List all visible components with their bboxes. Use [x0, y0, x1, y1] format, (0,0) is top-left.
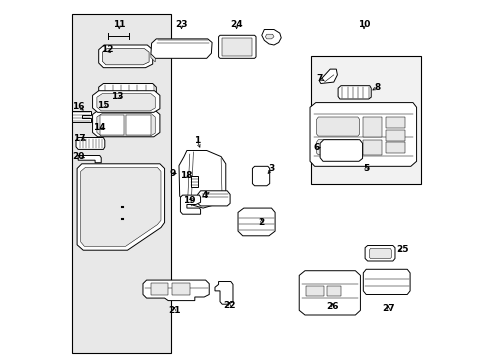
Polygon shape — [102, 49, 149, 65]
Text: 26: 26 — [326, 302, 338, 311]
Polygon shape — [368, 248, 390, 258]
Text: 22: 22 — [223, 301, 235, 310]
Polygon shape — [126, 115, 151, 135]
Text: 19: 19 — [183, 197, 196, 205]
Polygon shape — [299, 271, 360, 315]
Bar — [385, 117, 405, 128]
Text: 2: 2 — [258, 218, 264, 227]
Polygon shape — [215, 282, 232, 304]
Polygon shape — [337, 86, 370, 99]
Polygon shape — [261, 30, 281, 45]
Text: 13: 13 — [111, 92, 124, 101]
Polygon shape — [97, 113, 155, 136]
Polygon shape — [218, 35, 256, 58]
Text: 11: 11 — [113, 20, 125, 29]
Polygon shape — [365, 246, 394, 261]
Polygon shape — [252, 166, 269, 186]
Polygon shape — [265, 34, 273, 39]
Polygon shape — [179, 150, 225, 208]
Bar — [72, 14, 170, 353]
Bar — [306, 286, 323, 296]
Bar — [310, 56, 420, 184]
Text: 14: 14 — [93, 123, 106, 132]
Polygon shape — [142, 280, 209, 301]
Polygon shape — [309, 103, 416, 166]
Text: 5: 5 — [362, 164, 368, 173]
Polygon shape — [92, 110, 160, 137]
Bar — [172, 283, 189, 295]
Text: 9: 9 — [169, 169, 175, 178]
Polygon shape — [101, 115, 123, 135]
Polygon shape — [92, 91, 160, 112]
Bar — [362, 117, 382, 137]
Polygon shape — [151, 54, 155, 62]
Text: 16: 16 — [72, 102, 84, 111]
Text: 27: 27 — [382, 304, 394, 313]
Polygon shape — [191, 176, 198, 187]
Text: 10: 10 — [357, 20, 369, 29]
Text: 12: 12 — [101, 45, 113, 54]
Text: 3: 3 — [268, 164, 274, 173]
Text: 15: 15 — [97, 100, 109, 109]
Text: 25: 25 — [396, 245, 408, 253]
Text: 24: 24 — [230, 20, 243, 29]
Polygon shape — [77, 164, 164, 250]
Text: 8: 8 — [374, 83, 380, 91]
Polygon shape — [99, 45, 152, 68]
Text: 6: 6 — [313, 143, 319, 152]
Polygon shape — [108, 53, 118, 56]
Bar — [151, 283, 168, 295]
Bar — [385, 142, 405, 153]
Polygon shape — [110, 59, 115, 62]
Polygon shape — [319, 69, 337, 84]
Polygon shape — [78, 156, 101, 163]
Bar — [385, 130, 405, 141]
Text: 21: 21 — [168, 306, 180, 315]
Text: 20: 20 — [72, 152, 84, 161]
Polygon shape — [151, 39, 212, 58]
Text: 18: 18 — [180, 171, 192, 180]
Text: 17: 17 — [73, 134, 86, 143]
Polygon shape — [316, 117, 359, 136]
Polygon shape — [363, 269, 409, 294]
Bar — [362, 140, 382, 155]
Polygon shape — [222, 38, 252, 56]
Bar — [326, 286, 340, 296]
Polygon shape — [320, 140, 362, 161]
Text: 23: 23 — [175, 20, 187, 29]
Polygon shape — [316, 140, 359, 155]
Polygon shape — [76, 138, 104, 149]
Polygon shape — [97, 94, 155, 111]
Polygon shape — [72, 111, 91, 122]
Polygon shape — [238, 208, 275, 236]
Polygon shape — [99, 84, 156, 99]
Polygon shape — [180, 195, 200, 214]
Polygon shape — [81, 167, 161, 246]
Text: 7: 7 — [316, 74, 322, 83]
Polygon shape — [197, 191, 230, 206]
Text: 4: 4 — [201, 191, 208, 199]
Text: 1: 1 — [193, 136, 200, 145]
